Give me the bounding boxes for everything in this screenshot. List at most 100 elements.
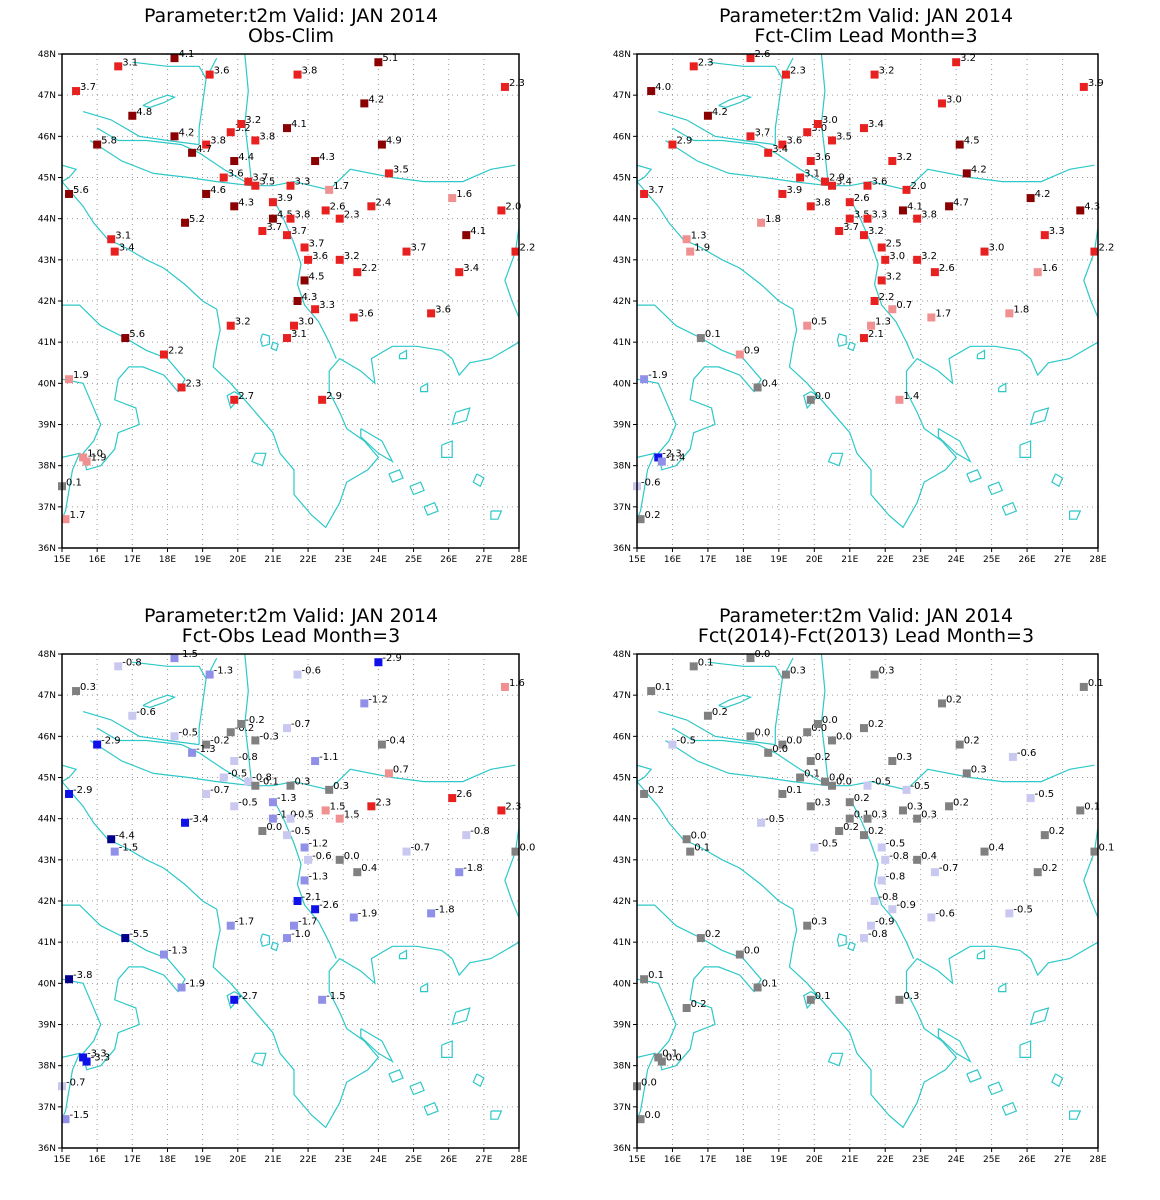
station: 5.6: [121, 329, 145, 343]
station-value-label: -0.5: [911, 781, 931, 792]
station-value-label: 2.6: [456, 789, 472, 800]
station-marker: [828, 781, 837, 790]
coastline: [1029, 407, 1050, 426]
station-marker: [813, 719, 822, 728]
station-value-label: 4.9: [386, 136, 402, 147]
station-value-label: 3.6: [872, 177, 888, 188]
station-value-label: 3.6: [435, 304, 451, 315]
station-marker: [757, 218, 766, 227]
station-marker: [202, 189, 211, 198]
station: -0.5: [1026, 789, 1054, 803]
station-value-label: 1.7: [935, 308, 951, 319]
station-marker: [888, 757, 897, 766]
station-marker: [367, 802, 376, 811]
station-value-label: 3.3: [1049, 226, 1065, 237]
station-marker: [293, 897, 302, 905]
coastline: [938, 569, 1027, 585]
station-value-label: -0.6: [641, 477, 661, 488]
station-value-label: 0.2: [712, 707, 728, 718]
station: 0.0: [258, 822, 282, 836]
station-marker: [1079, 82, 1088, 91]
coastline: [1030, 341, 1098, 377]
lat-tick-label: 47N: [613, 91, 631, 101]
station-marker: [859, 934, 868, 943]
station: 1.7: [325, 181, 349, 194]
station-value-label: -0.3: [259, 731, 279, 742]
station-value-label: 4.2: [712, 107, 728, 118]
station: 3.2: [226, 317, 251, 330]
station: 2.3: [689, 57, 714, 71]
station-value-label: 3.2: [896, 152, 912, 163]
station-marker: [188, 748, 197, 757]
station: 2.2: [1090, 243, 1114, 256]
station-value-label: -0.8: [252, 773, 272, 784]
station: -3.8: [65, 970, 93, 984]
station-marker: [806, 202, 815, 211]
station: -2.9: [93, 736, 121, 749]
station-value-label: 0.3: [896, 752, 912, 763]
grid-lines: [62, 654, 519, 1148]
station: -0.2: [226, 723, 254, 737]
station-marker: [636, 1115, 645, 1124]
station-value-label: 0.0: [744, 946, 760, 957]
station: 1.9: [65, 370, 89, 384]
station-value-label: 0.3: [907, 801, 923, 812]
station-value-label: 3.7: [252, 173, 268, 184]
station-marker: [764, 748, 773, 757]
coastline: [938, 1169, 1027, 1185]
station: 0.2: [806, 752, 831, 766]
station: -3.3: [82, 1053, 110, 1066]
station: 3.7: [746, 127, 770, 141]
lon-tick-label: 19E: [770, 1155, 787, 1165]
station: 0.3: [803, 917, 827, 930]
coastline: [490, 1110, 503, 1120]
station-value-label: -1.3: [277, 793, 297, 804]
map-panel-fct-obs: Parameter:t2m Valid: JAN 2014 Fct-Obs Le…: [38, 605, 536, 1165]
station-value-label: 4.7: [953, 197, 969, 208]
station-marker: [258, 227, 267, 236]
station-value-label: 4.3: [302, 292, 318, 303]
station-marker: [980, 247, 989, 256]
station-marker: [374, 658, 383, 667]
station: 0.9: [735, 346, 760, 359]
station: -0.6: [927, 908, 955, 922]
station: 2.3: [367, 797, 391, 811]
lon-tick-label: 26E: [440, 555, 457, 565]
station-marker: [895, 395, 904, 404]
station-marker: [898, 806, 907, 815]
lon-tick-label: 21E: [264, 555, 281, 565]
lat-tick-label: 47N: [38, 91, 56, 101]
station-marker: [870, 297, 879, 305]
lat-tick-label: 37N: [38, 503, 56, 513]
station-value-label: 2.5: [886, 238, 902, 249]
station-value-label: -0.6: [136, 707, 156, 718]
station-marker: [962, 169, 971, 178]
lat-tick-label: 39N: [613, 1021, 631, 1031]
station-value-label: 0.0: [815, 391, 831, 402]
coastline: [361, 569, 449, 585]
station: 3.0: [881, 251, 905, 264]
station-marker: [72, 687, 81, 696]
panel-title-line1: Parameter:t2m Valid: JAN 2014: [144, 605, 438, 627]
station-value-label: 2.2: [1098, 243, 1114, 254]
station-marker: [703, 111, 712, 120]
station-marker: [746, 132, 755, 141]
station: 4.2: [170, 127, 194, 141]
station-marker: [845, 198, 854, 207]
lon-tick-label: 25E: [983, 555, 1000, 565]
station-marker: [753, 383, 762, 392]
coastline: [1051, 1073, 1064, 1088]
coastline: [658, 111, 776, 146]
station-marker: [511, 247, 520, 256]
station-marker: [902, 785, 911, 794]
lat-tick-label: 41N: [38, 938, 56, 948]
station: 1.6: [448, 189, 472, 203]
station-marker: [682, 835, 691, 844]
lon-tick-label: 17E: [699, 1155, 716, 1165]
station: 3.9: [1079, 78, 1104, 91]
station-value-label: 0.4: [361, 863, 377, 874]
station: 4.5: [300, 271, 324, 285]
station: -0.2: [202, 736, 230, 749]
station-value-label: -1.9: [648, 370, 668, 381]
station-value-label: 5.2: [189, 214, 205, 225]
